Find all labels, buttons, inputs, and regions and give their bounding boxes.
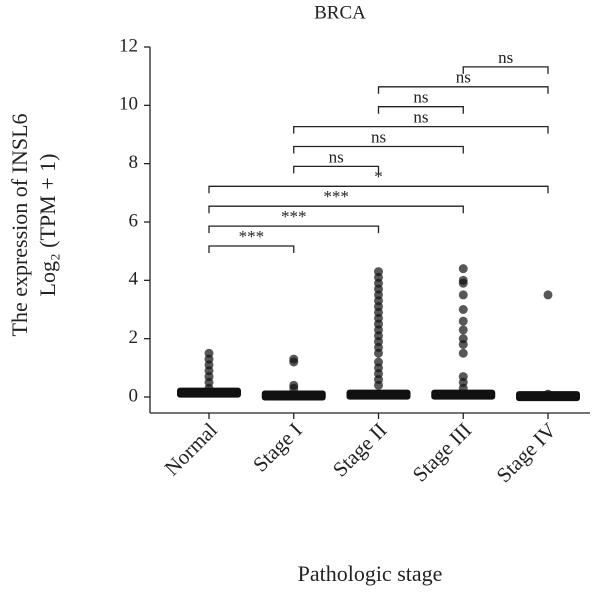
- x-tick-label: Stage II: [328, 418, 392, 482]
- significance-label: ***: [323, 187, 349, 206]
- point: [458, 264, 468, 274]
- median-band: [431, 389, 496, 400]
- point: [458, 334, 468, 344]
- significance-bracket: [293, 145, 464, 154]
- point: [458, 290, 468, 300]
- chart-title: BRCA: [314, 2, 366, 23]
- point: [289, 354, 299, 364]
- significance-label: ***: [281, 207, 307, 226]
- significance-bracket: [293, 165, 380, 174]
- significance-bracket: [208, 185, 549, 194]
- y-axis-label-line: The expression of INSL6: [7, 113, 32, 336]
- significance-bracket: [377, 86, 549, 94]
- y-tick-label: 4: [129, 269, 139, 290]
- median-band: [261, 390, 326, 401]
- point: [458, 305, 468, 314]
- x-tick-label-group: Stage III: [408, 418, 477, 487]
- significance-bracket: [293, 125, 549, 134]
- x-tick-label-group: Stage I: [248, 418, 307, 477]
- x-tick-label-group: Normal: [160, 418, 222, 480]
- significance-bracket: [208, 225, 380, 234]
- significance-label: *: [374, 167, 383, 186]
- point: [543, 290, 553, 300]
- significance-bracket: [208, 205, 464, 214]
- point: [458, 316, 468, 326]
- y-axis-label-line: Log₂ (TPM + 1): [35, 154, 60, 297]
- point: [458, 325, 468, 335]
- x-axis-label: Pathologic stage: [298, 561, 443, 586]
- median-band: [177, 387, 241, 398]
- point: [204, 348, 214, 358]
- median-band: [516, 391, 580, 402]
- x-tick-label-group: Stage II: [328, 418, 392, 482]
- x-tick-label: Stage III: [408, 418, 477, 487]
- y-tick-label: 0: [129, 385, 139, 406]
- x-tick-label: Stage I: [248, 418, 307, 477]
- y-axis-label: The expression of INSL6 Log₂ (TPM + 1): [7, 113, 60, 336]
- significance-bracket: [462, 66, 549, 74]
- x-tick-label: Normal: [160, 418, 222, 480]
- significance-label: ns: [456, 68, 471, 87]
- significance-label: ***: [239, 227, 265, 246]
- significance-label: ns: [329, 147, 344, 166]
- point: [458, 372, 468, 382]
- significance-label: ns: [413, 108, 428, 127]
- median-band: [346, 389, 411, 400]
- significance-bracket: [208, 245, 295, 253]
- significance-label: ns: [413, 88, 428, 107]
- point: [374, 267, 383, 277]
- point: [289, 380, 299, 390]
- y-tick-label: 6: [129, 210, 139, 231]
- point: [458, 348, 468, 358]
- y-tick-label: 10: [119, 94, 138, 115]
- x-tick-label: Stage IV: [492, 418, 561, 487]
- y-tick-label: 8: [129, 152, 139, 173]
- y-tick-label: 12: [119, 35, 138, 56]
- significance-label: ns: [498, 48, 513, 67]
- point: [374, 357, 383, 367]
- significance-bracket: [377, 106, 464, 114]
- point: [458, 275, 468, 285]
- significance-label: ns: [371, 127, 386, 146]
- x-tick-label-group: Stage IV: [492, 418, 561, 487]
- y-tick-label: 2: [129, 327, 139, 348]
